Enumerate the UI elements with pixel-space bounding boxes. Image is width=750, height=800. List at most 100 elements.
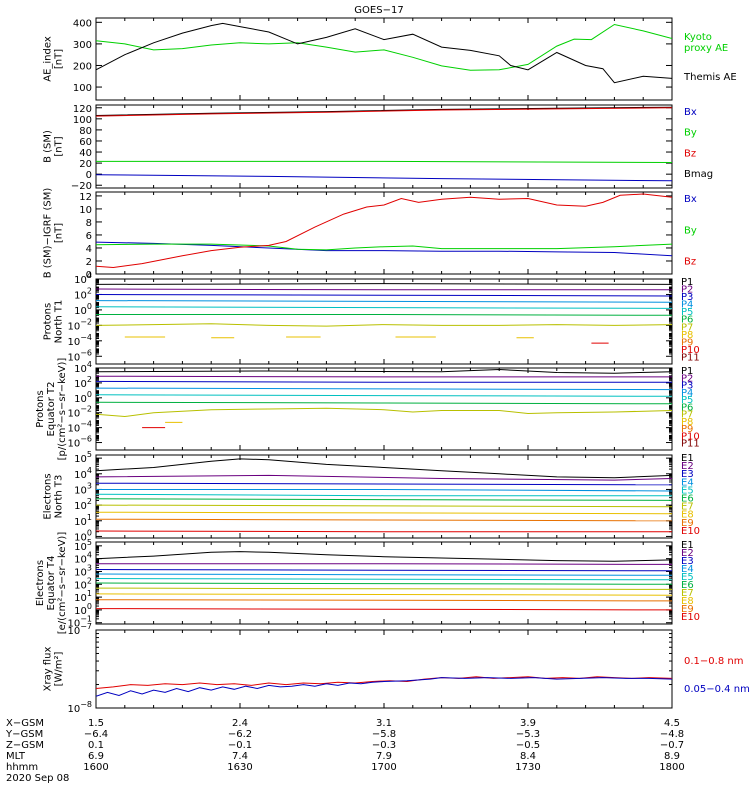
- x-tick-value: −0.7: [660, 740, 684, 751]
- y-tick-label: 102: [74, 576, 92, 591]
- legend-entry: E8: [681, 596, 694, 607]
- legend-entry: Bz: [684, 257, 696, 268]
- y-axis-label: Electrons: [43, 473, 54, 519]
- series-e1: [96, 551, 672, 562]
- legend-entry: P3: [681, 292, 693, 303]
- series-bx: [96, 174, 672, 182]
- series-by: [96, 160, 672, 163]
- legend-entry: P2: [681, 285, 693, 296]
- x-tick-value: 1730: [515, 762, 540, 773]
- y-tick-label: 2: [86, 257, 92, 268]
- series-p2: [96, 288, 672, 291]
- panel-frame: [95, 17, 673, 101]
- series-e3: [96, 569, 672, 572]
- y-tick-label: 100: [74, 390, 92, 405]
- y-tick-label: 400: [73, 18, 92, 29]
- series-p2: [96, 375, 672, 378]
- legend-entry: E9: [681, 604, 694, 615]
- legend-entry: P10: [681, 431, 700, 442]
- y-tick-label: 8: [86, 218, 92, 229]
- legend-entry: Bmag: [684, 169, 713, 180]
- y-tick-label: 104: [74, 551, 92, 566]
- x-row-label: Z−GSM: [6, 740, 44, 751]
- y-tick-label: −20: [71, 181, 92, 192]
- series-p4: [96, 387, 672, 391]
- legend-entry: P1: [681, 366, 693, 377]
- y-axis-label: Protons: [43, 303, 54, 340]
- legend-entry: E6: [681, 580, 694, 591]
- series-p3: [96, 380, 672, 383]
- legend-entry: proxy AE: [684, 43, 728, 54]
- x-tick-value: 1600: [83, 762, 108, 773]
- legend-entry: P5: [681, 307, 693, 318]
- legend-entry: Themis AE: [683, 72, 737, 83]
- series-e9: [96, 518, 672, 522]
- y-tick-label: 10−6: [67, 348, 92, 363]
- series-e10: [96, 608, 672, 611]
- y-tick-label: 10: [79, 205, 92, 216]
- series-e6: [96, 582, 672, 585]
- y-tick-label: 10−6: [67, 435, 92, 450]
- y-axis-label: North T1: [54, 300, 65, 344]
- legend-entry: E7: [681, 502, 694, 513]
- series-e2: [96, 474, 672, 481]
- series-bz: [96, 193, 672, 269]
- series-p3: [96, 294, 672, 297]
- x-tick-value: 6.9: [88, 751, 104, 762]
- y-axis-label: [nT]: [54, 49, 65, 69]
- series-e8: [96, 511, 672, 515]
- y-axis-label: Equator T4: [46, 556, 57, 611]
- y-tick-label: 104: [74, 271, 92, 286]
- y-axis-label: Electrons: [35, 560, 46, 606]
- legend-entry: E5: [681, 572, 694, 583]
- y-tick-label: 0: [86, 270, 92, 281]
- y-tick-label: 12: [79, 192, 92, 203]
- y-axis-label: [nT]: [54, 223, 65, 243]
- x-tick-value: −0.3: [372, 740, 396, 751]
- y-tick-label: 40: [79, 148, 92, 159]
- plot-title: GOES−17: [354, 5, 403, 16]
- legend-entry: P9: [681, 337, 693, 348]
- y-axis-label: [nT]: [54, 136, 65, 156]
- legend-entry: E8: [681, 510, 694, 521]
- x-tick-value: 7.4: [232, 751, 248, 762]
- legend-entry: Bz: [684, 148, 696, 159]
- series-e8: [96, 593, 672, 596]
- series-e6: [96, 498, 672, 501]
- y-axis-label: [e/(cm²−s−sr−keV)]: [57, 532, 68, 635]
- legend-entry: E2: [681, 461, 694, 472]
- series-p5: [96, 394, 672, 397]
- y-tick-label: 10−2: [67, 405, 92, 420]
- legend-entry: P4: [681, 300, 693, 311]
- y-tick-label: 60: [79, 137, 92, 148]
- legend-entry: E10: [681, 526, 700, 537]
- legend-entry: E3: [681, 469, 694, 480]
- series-e1: [96, 458, 672, 479]
- y-axis-label: Protons: [35, 390, 46, 427]
- y-tick-label: 0: [86, 170, 92, 181]
- legend-entry: Bx: [684, 107, 697, 118]
- legend-entry: E3: [681, 556, 694, 567]
- y-tick-label: 4: [86, 244, 92, 255]
- legend-entry: P2: [681, 373, 693, 384]
- x-tick-value: −4.8: [660, 729, 684, 740]
- legend-entry: P11: [681, 352, 700, 363]
- x-tick-value: 8.9: [664, 751, 680, 762]
- series-p7: [96, 407, 672, 418]
- x-tick-value: −0.5: [516, 740, 540, 751]
- y-tick-label: 20: [79, 159, 92, 170]
- series-e9: [96, 599, 672, 602]
- series-bx: [96, 241, 672, 257]
- series-by: [96, 243, 672, 251]
- legend-entry: E5: [681, 485, 694, 496]
- legend-entry: E7: [681, 588, 694, 599]
- panel-frame: [95, 191, 673, 275]
- legend-entry: P11: [681, 439, 700, 450]
- y-tick-label: 10−8: [67, 700, 92, 715]
- x-tick-value: −5.8: [372, 729, 396, 740]
- y-tick-label: 6: [86, 231, 92, 242]
